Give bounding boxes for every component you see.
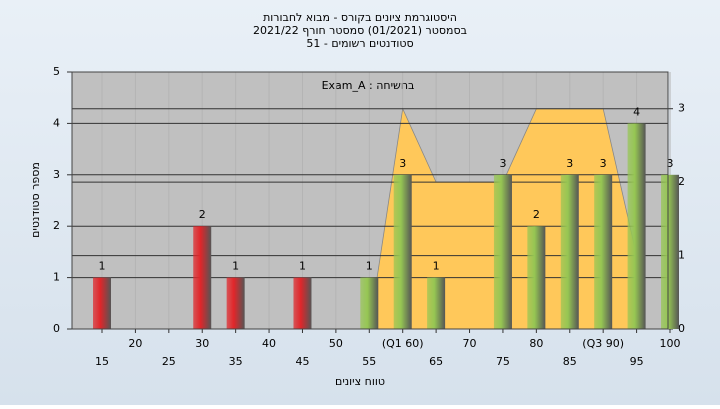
value-label: 1 [366, 260, 373, 273]
bar [427, 277, 446, 329]
value-label: 1 [433, 260, 440, 273]
title-line: 51 - סטודנטים רשומים [306, 37, 413, 50]
y2-tick-label: 2 [678, 175, 685, 188]
x-axis-label: טווח ציונים [335, 375, 385, 388]
value-label: 1 [232, 260, 239, 273]
bar [627, 123, 646, 330]
x-tick-label: 30 [195, 337, 209, 350]
bar [226, 277, 245, 329]
bar [193, 226, 212, 329]
bar [661, 174, 679, 329]
x-tick-label: 75 [496, 355, 510, 368]
bar [293, 277, 312, 329]
bar [594, 174, 613, 329]
x-tick-label: 25 [162, 355, 176, 368]
value-label: 1 [299, 260, 306, 273]
bar [493, 174, 512, 329]
x-tick-label: 20 [128, 337, 142, 350]
y2-tick-label: 0 [678, 322, 685, 335]
x-tick-label: 100 [660, 337, 681, 350]
y-tick-label: 1 [53, 271, 60, 284]
value-label: 2 [533, 208, 540, 221]
y2-tick-label: 3 [678, 102, 685, 115]
bar [393, 174, 412, 329]
value-label: 3 [667, 157, 674, 170]
x-tick-label: (Q3 90) [582, 337, 624, 350]
x-tick-label: 65 [429, 355, 443, 368]
title-line: היסטוגרמת ציונים בקורס - מבוא לחבורות [263, 11, 457, 24]
x-tick-label: 95 [630, 355, 644, 368]
bar [527, 226, 546, 329]
y-tick-label: 5 [53, 65, 60, 78]
x-tick-label: 55 [362, 355, 376, 368]
x-tick-label: 35 [229, 355, 243, 368]
y-tick-label: 2 [53, 219, 60, 232]
value-label: 4 [633, 105, 640, 118]
x-tick-label: 85 [563, 355, 577, 368]
bar [560, 174, 579, 329]
x-tick-label: 45 [295, 355, 309, 368]
plot-border [71, 71, 669, 330]
x-tick-label: 50 [329, 337, 343, 350]
x-tick-label: 15 [95, 355, 109, 368]
value-label: 3 [566, 157, 573, 170]
value-label: 1 [99, 260, 106, 273]
x-tick-label: 80 [529, 337, 543, 350]
x-tick-label: 40 [262, 337, 276, 350]
value-label: 3 [600, 157, 607, 170]
bar [93, 277, 111, 329]
x-tick-label: 70 [463, 337, 477, 350]
title-line: בסמסטר (01/2021) סמסטר חורף 2021/22 [253, 24, 467, 37]
value-label: 2 [199, 208, 206, 221]
bar [360, 277, 379, 329]
y-tick-label: 3 [53, 168, 60, 181]
annotation: Exam_A : בחשיחה [322, 79, 415, 92]
y-tick-label: 0 [53, 322, 60, 335]
x-tick-label: (Q1 60) [382, 337, 424, 350]
y-axis-label: מספר סטודנטים [29, 162, 42, 238]
y2-tick-label: 1 [678, 249, 685, 262]
value-label: 3 [499, 157, 506, 170]
y-tick-label: 4 [53, 116, 60, 129]
value-label: 3 [399, 157, 406, 170]
